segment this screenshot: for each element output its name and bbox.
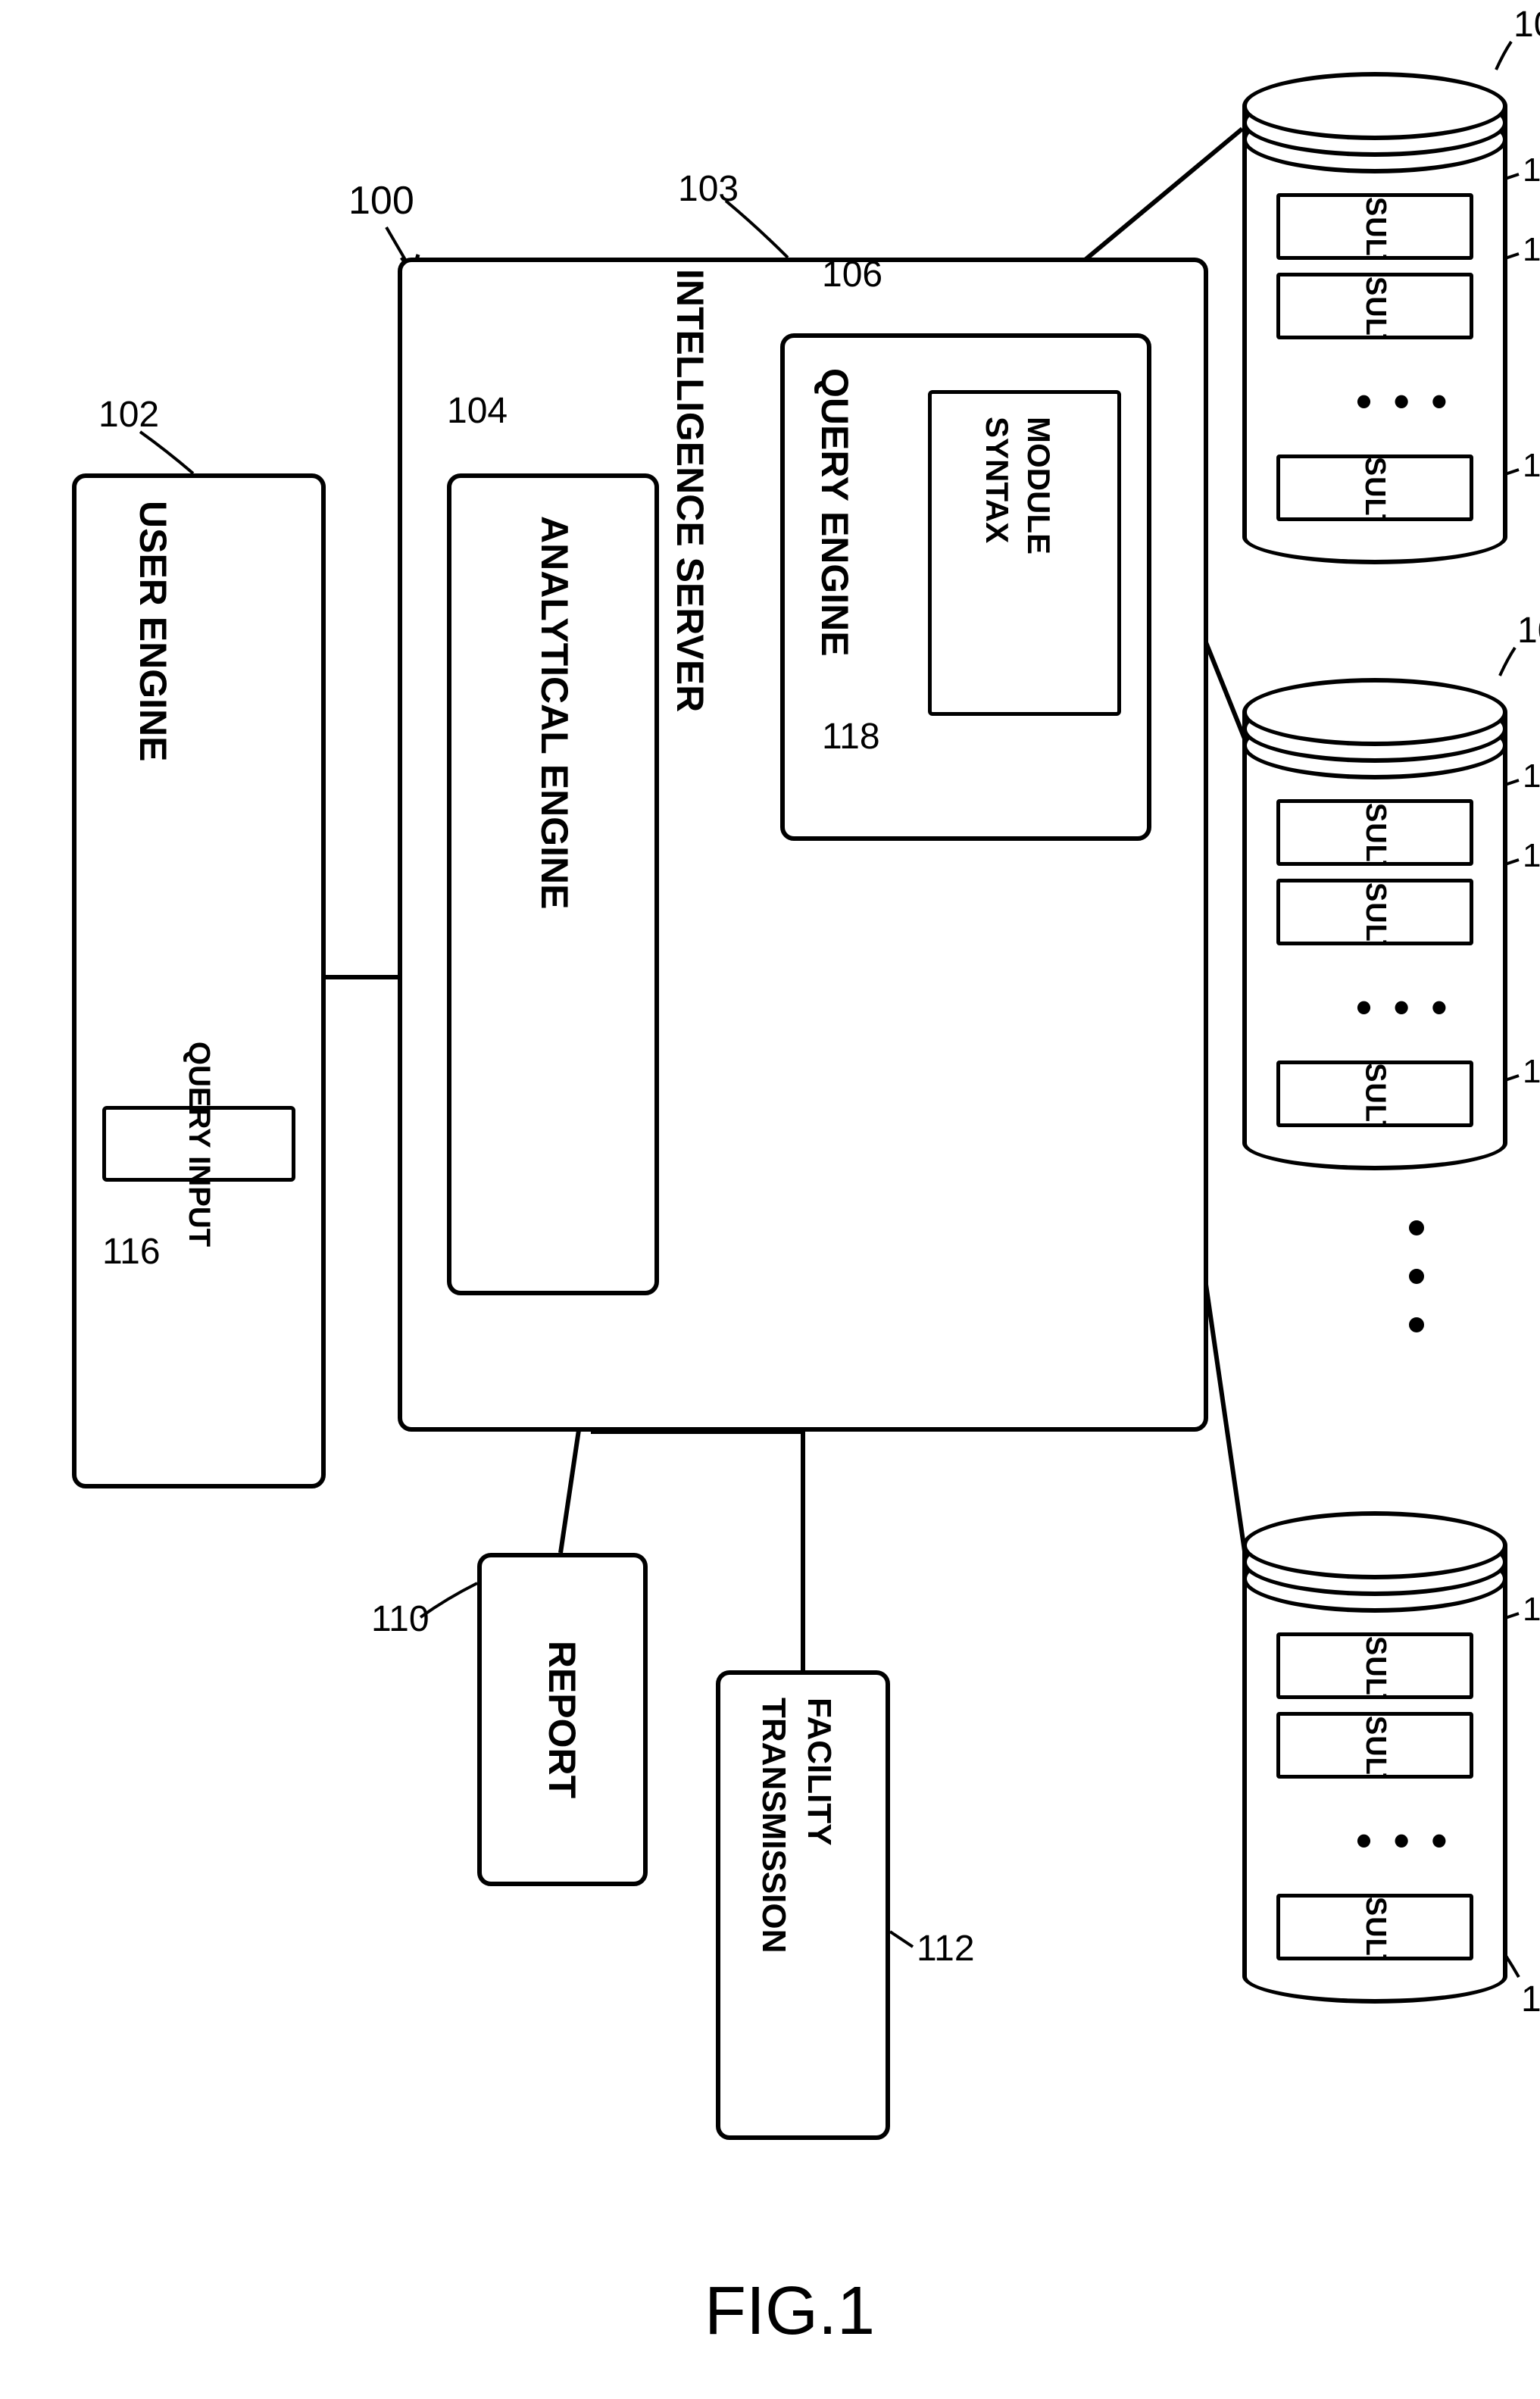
syntax-module-label-1: SYNTAX xyxy=(979,417,1015,543)
db3-result-1: RESULT 1 xyxy=(1276,1632,1473,1699)
db-ellipsis-between: • • • xyxy=(1387,1219,1448,1342)
ref-114-2b: 114 xyxy=(1523,837,1540,875)
ref-108a: 108a xyxy=(1513,4,1540,45)
report-label: REPORT xyxy=(540,1641,584,1798)
ref-114-2c: 114 xyxy=(1523,1053,1540,1091)
ref-108b: 108b xyxy=(1517,610,1540,651)
intelligence-server-label: INTELLIGENCE SERVER xyxy=(668,269,712,712)
ref-102: 102 xyxy=(98,394,159,436)
db2-ellipsis: • • • xyxy=(1356,981,1451,1033)
ref-116: 116 xyxy=(102,1231,161,1273)
db2-result-1: RESULT 1 xyxy=(1276,799,1473,866)
ref-114-1a: 114 xyxy=(1523,151,1540,189)
db1-result-2: RESULT 2 xyxy=(1276,273,1473,339)
db1-ellipsis: • • • xyxy=(1356,375,1451,427)
ref-114-3: 114 xyxy=(1523,1591,1540,1629)
syntax-module-box: SYNTAX MODULE xyxy=(928,390,1121,716)
user-engine-label: USER ENGINE xyxy=(131,501,175,762)
ref-110: 110 xyxy=(371,1598,430,1640)
ref-114-2a: 114 xyxy=(1523,757,1540,795)
db3-result-2: RESULT 2 xyxy=(1276,1712,1473,1779)
syntax-module-label-2: MODULE xyxy=(1020,417,1057,554)
db2-result-2: RESULT 2 xyxy=(1276,879,1473,945)
ref-118: 118 xyxy=(822,716,880,757)
transmission-label-1: TRANSMISSION xyxy=(754,1698,792,1953)
transmission-label-2: FACILITY xyxy=(800,1698,838,1846)
analytical-engine-label: ANALYTICAL ENGINE xyxy=(533,516,576,910)
ref-100: 100 xyxy=(348,178,414,223)
ref-104: 104 xyxy=(447,390,508,432)
ref-108n: 108n xyxy=(1521,1979,1540,2020)
diagram-canvas: 100 INTELLIGENCE SERVER 103 USER ENGINE … xyxy=(0,0,1540,2399)
database-1: RESULT 1 RESULT 2 • • • RESULT X xyxy=(1242,72,1507,564)
db3-result-z: RESULT Z xyxy=(1276,1894,1473,1960)
query-engine-label: QUERY ENGINE xyxy=(813,368,857,657)
report-box: REPORT xyxy=(477,1553,648,1886)
db1-result-1: RESULT 1 xyxy=(1276,193,1473,260)
db1-result-x: RESULT X xyxy=(1276,454,1473,521)
ref-112: 112 xyxy=(917,1928,975,1969)
db2-result-y: RESULT Y xyxy=(1276,1060,1473,1127)
ref-114-1b: 114 xyxy=(1523,231,1540,269)
user-engine-box: USER ENGINE xyxy=(72,473,326,1488)
db3-ellipsis: • • • xyxy=(1356,1814,1451,1866)
ref-106: 106 xyxy=(822,254,882,295)
query-input-label: QUERY INPUT xyxy=(182,1041,216,1246)
database-3: RESULT 1 RESULT 2 • • • RESULT Z xyxy=(1242,1511,1507,2004)
figure-label: FIG.1 xyxy=(704,2272,875,2351)
query-input-box: QUERY INPUT xyxy=(102,1106,295,1182)
analytical-engine-box: ANALYTICAL ENGINE xyxy=(447,473,659,1295)
database-2: RESULT 1 RESULT 2 • • • RESULT Y xyxy=(1242,678,1507,1170)
ref-114-1c: 114 xyxy=(1523,447,1540,485)
transmission-facility-box: TRANSMISSION FACILITY xyxy=(716,1670,890,2140)
ref-103: 103 xyxy=(678,168,739,210)
